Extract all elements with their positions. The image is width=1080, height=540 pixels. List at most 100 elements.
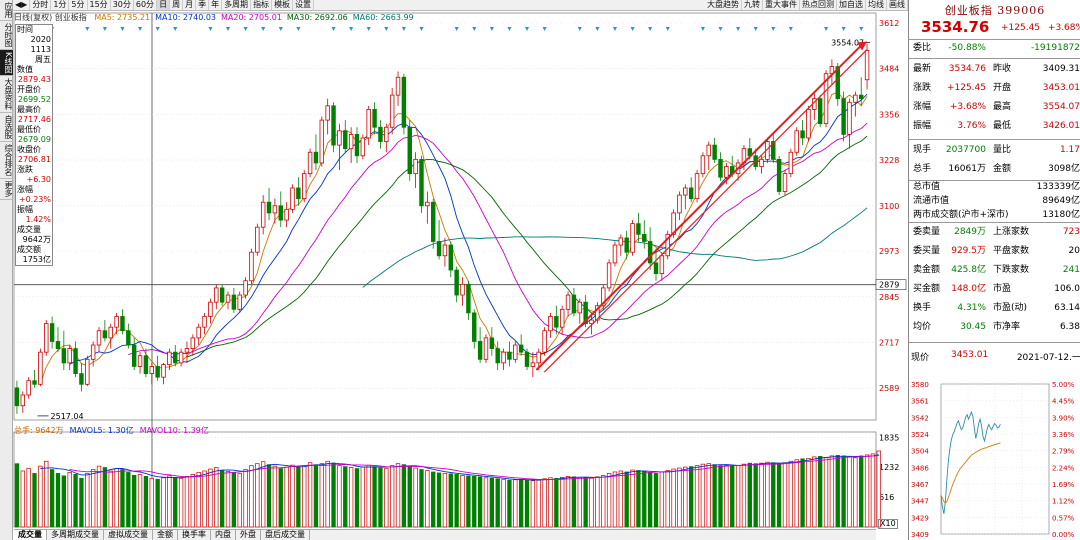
tab-7[interactable]: 周	[170, 0, 184, 10]
candle-body	[677, 194, 682, 214]
volume-bar	[413, 467, 418, 528]
volume-bar	[184, 475, 190, 528]
indicator-tab-0[interactable]: 成交量	[14, 530, 47, 540]
candle-body	[823, 73, 829, 125]
left-nav-item-1[interactable]: 分时图	[0, 21, 13, 50]
left-nav-item-5[interactable]: 综合排名	[0, 142, 13, 180]
volume-bar	[219, 470, 225, 528]
left-nav-item-2[interactable]: K线图	[0, 50, 13, 77]
candle-body	[530, 362, 536, 367]
volume-bar	[307, 462, 313, 528]
tool-4[interactable]: 加自选	[837, 0, 866, 10]
info-value: 1.42%	[25, 215, 51, 224]
volume-bar	[67, 472, 72, 528]
candle	[178, 348, 184, 367]
candle-body	[313, 151, 319, 164]
candle-body	[653, 262, 659, 275]
volume-bar	[132, 475, 137, 528]
candle-body	[542, 330, 547, 353]
candle	[325, 98, 330, 135]
volume-bar	[513, 479, 518, 528]
tab-11[interactable]: 多周期	[222, 0, 252, 10]
candle-body	[642, 233, 647, 242]
volume-bar	[565, 475, 571, 528]
quote-value: -19191872	[1030, 43, 1080, 53]
signal-marker	[419, 27, 424, 31]
volume-bar	[372, 466, 377, 528]
x10-button[interactable]: X10	[878, 519, 898, 529]
tab-2[interactable]: 5分	[69, 0, 88, 10]
indicator-tab-3[interactable]: 金额	[153, 530, 178, 540]
quote-value: 3453.01	[1042, 83, 1080, 93]
quote-row: 总市值 133339亿	[911, 180, 1080, 194]
quote-row: 总手 16061万 金额 3098亿	[911, 161, 1080, 177]
left-nav-item-0[interactable]: 应用	[0, 0, 13, 21]
candle	[425, 191, 430, 224]
quote-row: 最新 3534.76 昨收 3409.31	[911, 61, 1080, 77]
ma-legend: 日线(复权) 创业板指 MA5: 2735.21 MA10: 2740.03 MA2…	[14, 12, 419, 23]
tool-1[interactable]: 九转	[742, 0, 763, 10]
indicator-tab-5[interactable]: 内盘	[211, 530, 236, 540]
tab-13[interactable]: 模板	[272, 0, 294, 10]
candle-body	[325, 105, 330, 121]
indicator-tab-4[interactable]: 换手率	[178, 530, 211, 540]
volume-bar	[788, 460, 794, 528]
volume-bar	[677, 467, 682, 528]
indicator-tab-7[interactable]: 盘后成交量	[261, 530, 310, 540]
tab-9[interactable]: 季	[196, 0, 210, 10]
tab-14[interactable]: 设置	[293, 0, 315, 10]
left-nav-item-6[interactable]: 更多	[0, 179, 13, 201]
tool-5[interactable]: 均线	[866, 0, 887, 10]
signal-marker	[472, 27, 477, 31]
tab-5[interactable]: 60分	[134, 0, 158, 10]
candle	[472, 309, 477, 349]
candle	[184, 341, 190, 363]
candle	[612, 241, 618, 267]
left-nav-item-3[interactable]: 大盘资料	[0, 76, 13, 114]
tool-2[interactable]: 重大事件	[763, 0, 800, 10]
kline-chart[interactable]: 3612 3484 3356 3228 3100 2973 2845 2717 2589 2879…	[0, 0, 908, 540]
candle-body	[348, 133, 354, 150]
tab-3[interactable]: 15分	[88, 0, 111, 10]
candle	[284, 202, 289, 228]
quote-label: 流通市值	[913, 196, 950, 206]
quote-value: 63.14	[1054, 303, 1080, 313]
tab-6[interactable]: 日	[157, 0, 171, 10]
tool-3[interactable]: 热点回测	[800, 0, 837, 10]
candle-body	[161, 364, 166, 378]
candle-body	[595, 305, 600, 321]
candle-body	[225, 294, 231, 303]
quote-value: 133339亿	[1036, 182, 1080, 192]
indicator-tab-1[interactable]: 多周期成交量	[47, 530, 104, 540]
intraday-tick-right: 2.79%	[1052, 448, 1075, 456]
indicator-tab-6[interactable]: 外盘	[236, 530, 261, 540]
tab-0[interactable]: 分时	[30, 0, 52, 10]
volume-bar	[225, 471, 231, 528]
volume-bar	[96, 465, 102, 528]
left-nav-item-4[interactable]: 自选股	[0, 113, 13, 143]
toolbar-arrows[interactable]: ◀▶	[13, 0, 31, 10]
tab-1[interactable]: 1分	[51, 0, 70, 10]
volume-bar	[636, 470, 641, 528]
info-label: 成交额	[17, 245, 41, 254]
indicator-tab-2[interactable]: 虚拟成交量	[104, 530, 153, 540]
tab-8[interactable]: 月	[183, 0, 197, 10]
intraday-tick-left: 3447	[911, 498, 929, 506]
quote-label: 振幅	[913, 121, 932, 131]
tab-10[interactable]: 年	[209, 0, 223, 10]
candle-body	[249, 251, 254, 282]
info-value: 9642万	[22, 235, 51, 244]
quote-value: 3098亿	[1048, 164, 1080, 174]
candles	[14, 43, 870, 414]
tool-0[interactable]: 大盘趋势	[705, 0, 742, 10]
candle	[55, 327, 61, 353]
volume-bar	[853, 457, 858, 528]
candle-body	[776, 158, 782, 192]
candle-body	[495, 348, 500, 364]
tab-4[interactable]: 30分	[111, 0, 134, 10]
tab-12[interactable]: 指标	[251, 0, 273, 10]
tool-6[interactable]: 画线	[887, 0, 908, 10]
quote-row: 两市成交额(沪市+深市) 13180亿	[911, 208, 1080, 222]
quote-value: 723	[1062, 227, 1080, 237]
candle-body	[559, 308, 565, 328]
